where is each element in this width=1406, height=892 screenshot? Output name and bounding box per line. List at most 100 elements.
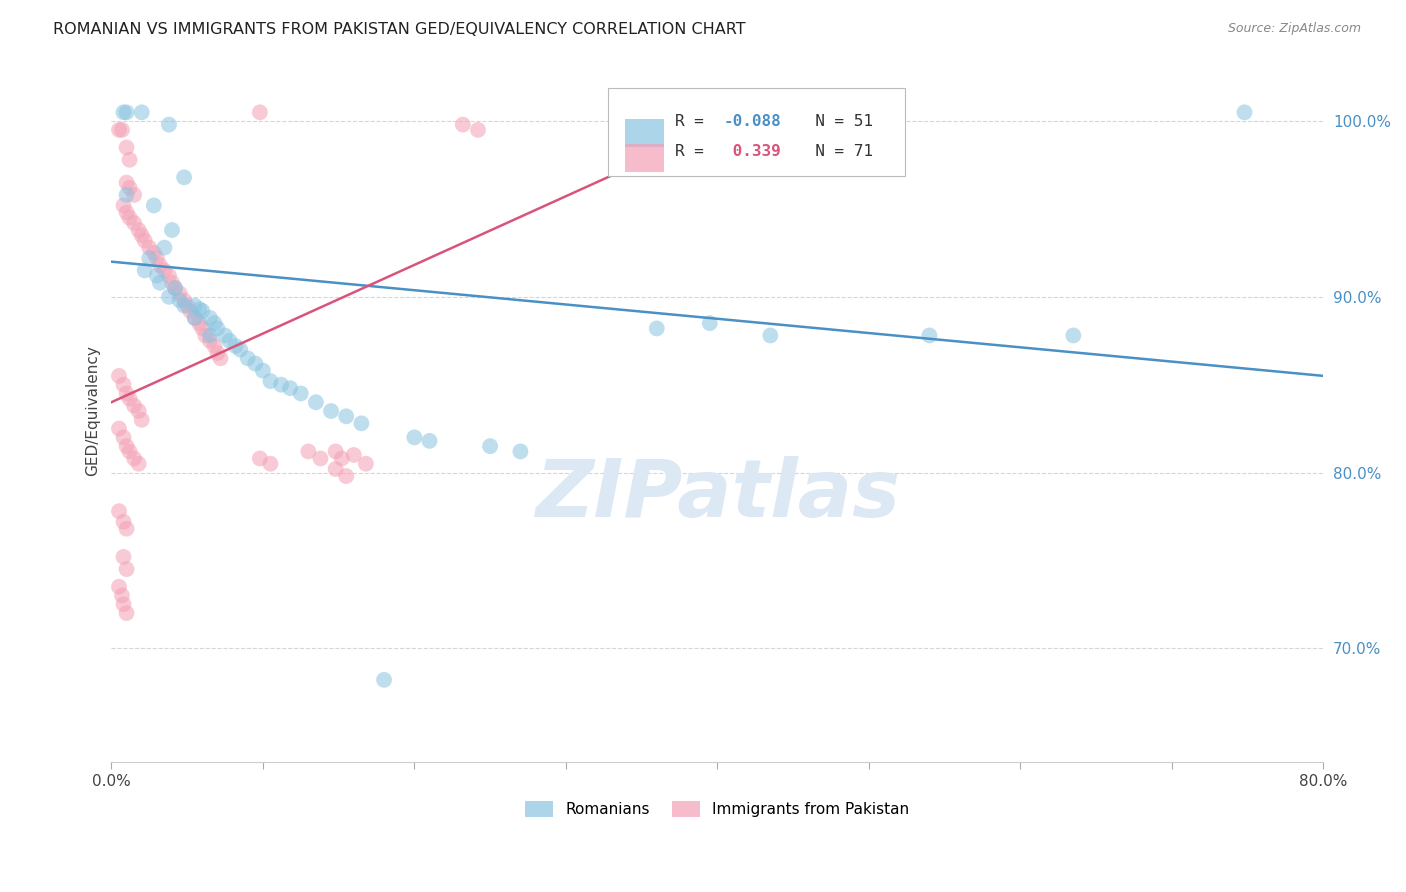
Point — [134, 234, 156, 248]
Text: -0.088: -0.088 — [724, 114, 782, 129]
Point — [142, 198, 165, 212]
Point — [252, 363, 274, 377]
Text: Source: ZipAtlas.com: Source: ZipAtlas.com — [1227, 22, 1361, 36]
FancyBboxPatch shape — [609, 87, 905, 176]
Point — [118, 181, 141, 195]
FancyBboxPatch shape — [626, 120, 664, 147]
Point — [373, 673, 395, 687]
Point — [214, 328, 236, 343]
Point — [118, 392, 141, 406]
Point — [249, 105, 271, 120]
Text: N = 51: N = 51 — [796, 114, 873, 129]
Text: N = 71: N = 71 — [796, 145, 873, 160]
Point — [325, 462, 347, 476]
Point — [335, 409, 357, 424]
Point — [112, 430, 135, 444]
Point — [183, 310, 205, 325]
Point — [157, 118, 180, 132]
Point — [188, 302, 211, 317]
Point — [122, 451, 145, 466]
Point — [111, 123, 134, 137]
Point — [343, 448, 366, 462]
Point — [169, 293, 191, 308]
Point — [198, 310, 221, 325]
Point — [131, 413, 153, 427]
Point — [278, 381, 301, 395]
Point — [122, 187, 145, 202]
Point — [204, 316, 226, 330]
Point — [128, 223, 150, 237]
Text: R =: R = — [675, 114, 713, 129]
Point — [354, 457, 377, 471]
Point — [194, 328, 217, 343]
Point — [146, 268, 169, 283]
Point — [157, 268, 180, 283]
Point — [163, 281, 186, 295]
Point — [169, 286, 191, 301]
Point — [183, 299, 205, 313]
Point — [160, 223, 183, 237]
Text: ZIPatlas: ZIPatlas — [534, 457, 900, 534]
Point — [173, 293, 195, 308]
Point — [115, 140, 138, 154]
Point — [191, 321, 214, 335]
Point — [112, 105, 135, 120]
Point — [112, 515, 135, 529]
Point — [270, 377, 292, 392]
Point — [146, 251, 169, 265]
Text: R =: R = — [675, 145, 713, 160]
Point — [115, 176, 138, 190]
Point — [112, 597, 135, 611]
Point — [112, 198, 135, 212]
Point — [191, 304, 214, 318]
Point — [118, 153, 141, 167]
Point — [108, 504, 131, 518]
Point — [188, 316, 211, 330]
Point — [297, 444, 319, 458]
Point — [418, 434, 440, 448]
Point — [160, 276, 183, 290]
Point — [325, 444, 347, 458]
Legend: Romanians, Immigrants from Pakistan: Romanians, Immigrants from Pakistan — [517, 794, 917, 825]
Point — [207, 321, 229, 335]
Point — [451, 118, 474, 132]
Point — [115, 522, 138, 536]
Point — [115, 562, 138, 576]
Point — [330, 451, 353, 466]
Point — [122, 216, 145, 230]
Text: 0.339: 0.339 — [724, 145, 782, 160]
Point — [204, 339, 226, 353]
Point — [259, 374, 281, 388]
Point — [335, 469, 357, 483]
Point — [108, 368, 131, 383]
Point — [183, 310, 205, 325]
Point — [112, 377, 135, 392]
FancyBboxPatch shape — [626, 145, 664, 172]
Point — [128, 457, 150, 471]
Point — [131, 228, 153, 243]
Point — [309, 451, 332, 466]
Point — [918, 328, 941, 343]
Point — [209, 351, 232, 366]
Point — [108, 421, 131, 435]
Point — [319, 404, 342, 418]
Point — [245, 357, 267, 371]
Point — [115, 187, 138, 202]
Point — [149, 258, 172, 272]
Point — [479, 439, 502, 453]
Point — [236, 351, 259, 366]
Point — [153, 241, 176, 255]
Point — [198, 334, 221, 348]
Point — [259, 457, 281, 471]
Point — [305, 395, 328, 409]
Point — [173, 170, 195, 185]
Point — [153, 263, 176, 277]
Point — [350, 417, 373, 431]
Point — [404, 430, 426, 444]
Point — [131, 105, 153, 120]
Point — [138, 251, 160, 265]
Point — [467, 123, 489, 137]
Point — [176, 299, 198, 313]
Point — [179, 304, 201, 318]
Point — [163, 281, 186, 295]
